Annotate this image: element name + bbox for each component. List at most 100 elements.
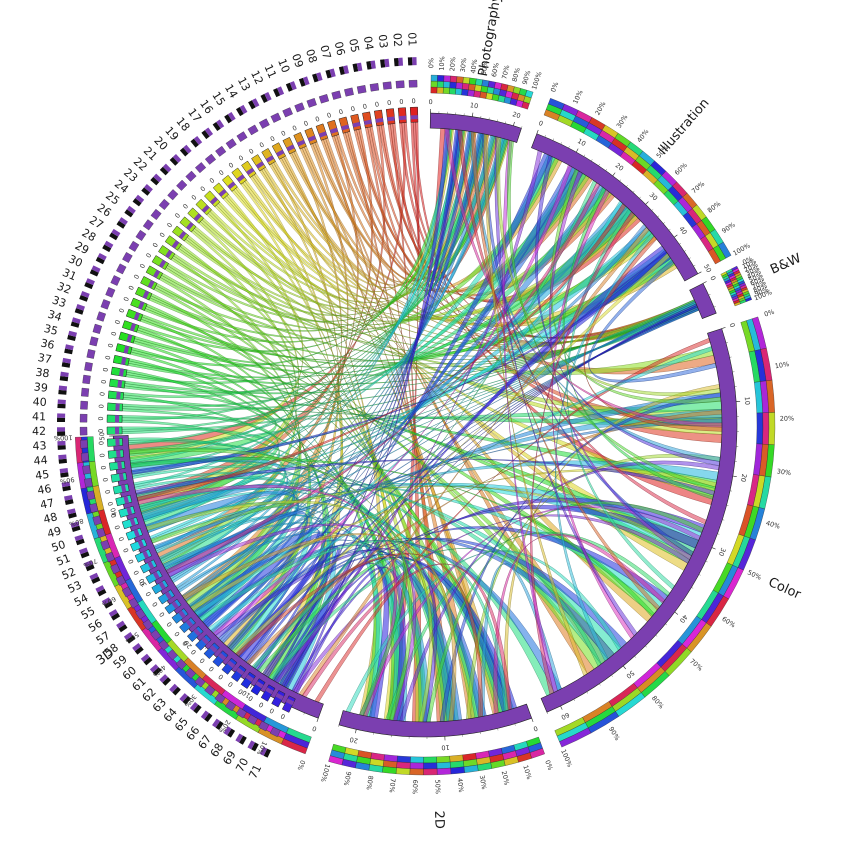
percent-tick-label: 70% <box>690 180 706 196</box>
item-ring-inner <box>82 465 90 474</box>
item-zero-label: 0 <box>217 168 225 177</box>
item-ring-inner <box>84 362 92 371</box>
item-number-label: 03 <box>376 34 390 49</box>
percent-strip-cell <box>397 756 411 763</box>
percent-tick-label: 80% <box>706 200 722 215</box>
category-minor-tick <box>689 258 691 259</box>
item-zero-label: 0 <box>411 97 415 105</box>
category-minor-tick <box>521 126 522 128</box>
percent-strip-cell <box>474 91 481 98</box>
item-arc-10 <box>305 128 317 145</box>
percent-strip-cell <box>410 769 424 775</box>
category-minor-tick <box>613 174 614 176</box>
percent-tick-label: 90% <box>342 771 353 787</box>
percent-strip-cell <box>456 82 463 89</box>
item-ring-inner <box>83 375 91 384</box>
percent-strip-cell <box>462 89 469 96</box>
item-ring-inner <box>87 349 96 358</box>
category-minor-tick <box>587 692 588 694</box>
item-ring-inner <box>344 88 353 97</box>
item-ring-inner <box>176 180 187 191</box>
category-minor-tick <box>652 209 653 210</box>
item-arc-34 <box>119 332 135 343</box>
item-ring-outer-purple <box>398 58 403 66</box>
item-arc-mark <box>399 116 407 121</box>
item-ring-outer-purple <box>412 57 417 65</box>
percent-strip-cell <box>475 85 482 92</box>
category-tick-label: 0 <box>728 322 737 328</box>
item-ring-inner <box>396 81 405 89</box>
item-zero-label: 0 <box>110 331 119 337</box>
category-tick-label: 20 <box>349 735 359 745</box>
percent-tick-label: 40% <box>765 519 781 531</box>
item-zero-label: 0 <box>227 680 235 689</box>
percent-strip-cell <box>762 413 769 445</box>
percent-strip-cell <box>437 756 450 763</box>
item-arc-15 <box>251 155 265 172</box>
item-zero-label: 0 <box>144 252 153 260</box>
percent-tick-label: 60% <box>101 595 118 609</box>
percent-strip-cell <box>768 412 775 444</box>
category-minor-tick <box>726 342 728 343</box>
percent-tick-label: 0% <box>763 308 775 319</box>
percent-strip-cell <box>396 768 410 775</box>
item-zero-label: 0 <box>248 147 256 156</box>
item-arc-27 <box>152 255 169 269</box>
item-number-label: 06 <box>332 40 348 57</box>
category-minor-tick <box>599 164 600 166</box>
category-tick-label: 10 <box>576 137 587 148</box>
item-ring-inner <box>319 94 329 103</box>
item-zero-label: 0 <box>101 477 110 482</box>
item-arc-mark <box>387 117 395 122</box>
item-ring-inner <box>90 337 99 346</box>
item-arc-42 <box>107 427 122 435</box>
item-ring-outer-black <box>380 59 385 67</box>
item-arc-09 <box>316 124 328 141</box>
category-minor-tick <box>717 534 719 535</box>
item-ring-inner <box>409 80 417 87</box>
item-zero-label: 0 <box>97 429 105 433</box>
percent-tick-label: 100% <box>559 748 574 768</box>
item-zero-label: 0 <box>374 100 379 109</box>
percent-tick-label: 30% <box>478 775 488 791</box>
item-ring-inner <box>226 139 237 149</box>
item-ring-inner <box>215 146 226 156</box>
item-arc-21 <box>196 199 212 215</box>
category-minor-tick <box>513 124 514 126</box>
item-zero-label: 0 <box>165 221 174 229</box>
item-arc-11 <box>294 132 307 149</box>
item-ring-inner <box>81 388 89 397</box>
item-ring-inner <box>259 119 269 129</box>
item-zero-label: 0 <box>138 262 147 270</box>
percent-tick-label: 50% <box>433 779 441 794</box>
item-zero-label: 0 <box>101 367 110 372</box>
percent-tick-label: 60% <box>720 615 736 630</box>
item-zero-label: 0 <box>217 672 225 681</box>
item-zero-label: 0 <box>127 284 136 291</box>
item-arc-44 <box>108 450 124 459</box>
percent-strip-cell <box>382 766 396 773</box>
percent-tick-label: 0% <box>427 58 435 68</box>
item-zero-label: 0 <box>208 176 216 185</box>
item-ring-inner <box>93 324 102 334</box>
percent-strip-cell <box>431 75 438 81</box>
percent-tick-label: 60% <box>673 161 689 177</box>
category-minor-tick <box>626 185 627 187</box>
item-zero-label: 0 <box>199 185 207 194</box>
item-zero-label: 0 <box>237 154 245 163</box>
item-zero-label: 0 <box>100 379 108 384</box>
category-tick-label: 30 <box>717 546 728 557</box>
item-ring-outer-purple <box>58 454 66 459</box>
percent-strip-cell <box>437 75 444 81</box>
category-tick-label: 40 <box>677 225 688 236</box>
item-arc-43 <box>107 438 122 446</box>
item-zero-label: 0 <box>106 343 115 349</box>
percent-strip-cell <box>468 84 475 91</box>
item-zero-label: 0 <box>173 212 182 220</box>
item-ring-inner <box>332 91 342 100</box>
item-zero-label: 0 <box>151 600 160 608</box>
item-arc-14 <box>262 148 276 165</box>
item-zero-label: 0 <box>127 558 136 565</box>
item-arc-mark <box>115 438 119 445</box>
